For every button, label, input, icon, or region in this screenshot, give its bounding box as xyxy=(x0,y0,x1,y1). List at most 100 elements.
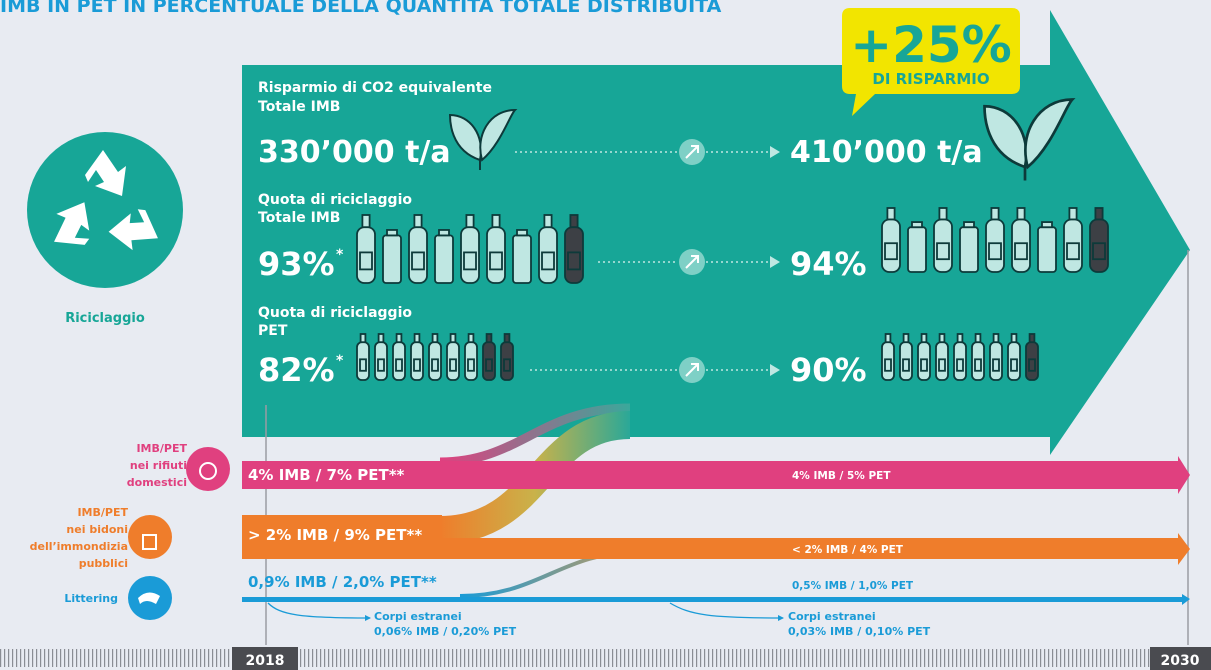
bottle-neck xyxy=(451,334,456,342)
bin-icon xyxy=(128,515,172,559)
bottle-neck xyxy=(469,334,474,342)
bottle-body xyxy=(429,342,441,380)
stream-from: 0,9% IMB / 2,0% PET** xyxy=(248,573,437,591)
bottle-body xyxy=(900,342,912,380)
bottle-neck xyxy=(505,334,510,342)
container-icon xyxy=(383,230,401,283)
stream-to: 4% IMB / 5% PET xyxy=(792,470,891,482)
container-icon xyxy=(513,230,531,283)
badge-label: DI RISPARMIO xyxy=(872,70,989,88)
stream-label: Littering xyxy=(64,592,118,605)
bottle-neck xyxy=(362,215,369,227)
bottle-body xyxy=(465,342,477,380)
metric-note: * xyxy=(336,247,344,263)
metric-label: Quota di riciclaggio xyxy=(258,305,412,321)
bottle-neck xyxy=(994,334,999,342)
bottle-body xyxy=(954,342,966,380)
bottle-neck xyxy=(415,334,420,342)
metric-from: 93% xyxy=(258,245,335,283)
bottle-neck xyxy=(1030,334,1035,342)
can-top xyxy=(912,222,922,227)
stream-label: dell’immondizia xyxy=(30,540,128,553)
bottle-neck xyxy=(433,334,438,342)
bottle-neck xyxy=(887,208,894,220)
bottle-neck xyxy=(939,208,946,220)
stream-label: domestici xyxy=(127,476,187,489)
metric-to: 94% xyxy=(790,245,867,283)
bottle-body xyxy=(882,342,894,380)
bottle-body xyxy=(357,342,369,380)
can-top xyxy=(964,222,974,227)
container-icon xyxy=(435,230,453,283)
household-icon xyxy=(186,447,230,491)
bottle-body xyxy=(918,342,930,380)
bottle-neck xyxy=(958,334,963,342)
bottle-body xyxy=(447,342,459,380)
container-icon xyxy=(960,222,978,272)
bottle-body xyxy=(501,342,513,380)
bottle-neck xyxy=(904,334,909,342)
bottle-neck xyxy=(991,208,998,220)
foreign-value: 0,06% IMB / 0,20% PET xyxy=(374,625,517,638)
title: IMB IN PET IN PERCENTUALE DELLA QUANTITÀ… xyxy=(0,0,722,17)
stream-label: IMB/PET xyxy=(77,506,128,519)
metric-to: 410’000 t/a xyxy=(790,135,983,170)
bottle-body xyxy=(483,342,495,380)
can xyxy=(513,235,531,283)
stream-label: nei rifiuti xyxy=(130,459,187,472)
metric-label: PET xyxy=(258,323,288,339)
metric-note: * xyxy=(336,353,344,369)
badge-value: +25% xyxy=(850,16,1012,74)
stream-label: pubblici xyxy=(79,557,128,570)
timeline-ticks xyxy=(0,649,1211,667)
bottle-neck xyxy=(886,334,891,342)
recycling-label: Riciclaggio xyxy=(65,311,145,326)
metric-from: 330’000 t/a xyxy=(258,135,451,170)
bottle-neck xyxy=(1017,208,1024,220)
bottle-neck xyxy=(922,334,927,342)
bottle-neck xyxy=(1012,334,1017,342)
bottle-neck xyxy=(940,334,945,342)
can-top xyxy=(439,230,449,235)
foreign-title: Corpi estranei xyxy=(788,610,876,623)
metric-label: Risparmio di CO2 equivalente xyxy=(258,80,492,96)
year-label: 2030 xyxy=(1161,653,1200,669)
can xyxy=(383,235,401,283)
bottle-neck xyxy=(361,334,366,342)
can xyxy=(960,227,978,272)
bottle-neck xyxy=(492,215,499,227)
year-label: 2018 xyxy=(246,653,285,669)
can xyxy=(1038,227,1056,272)
stream-from: > 2% IMB / 9% PET** xyxy=(248,526,422,544)
metric-label: Totale IMB xyxy=(258,99,340,115)
can xyxy=(908,227,926,272)
can-top xyxy=(517,230,527,235)
stream-to: < 2% IMB / 4% PET xyxy=(792,544,904,556)
bottle-body xyxy=(1008,342,1020,380)
bottle-neck xyxy=(1095,208,1102,220)
bottle-body xyxy=(936,342,948,380)
bottle-neck xyxy=(1069,208,1076,220)
bottle-neck xyxy=(414,215,421,227)
bottle-body xyxy=(375,342,387,380)
stream-from: 4% IMB / 7% PET** xyxy=(248,466,405,484)
can-top xyxy=(1042,222,1052,227)
bottle-neck xyxy=(487,334,492,342)
bottle-body xyxy=(972,342,984,380)
can xyxy=(435,235,453,283)
container-icon xyxy=(1038,222,1056,272)
bottle-body xyxy=(411,342,423,380)
metric-label: Quota di riciclaggio xyxy=(258,192,412,208)
bottle-neck xyxy=(976,334,981,342)
bottle-body xyxy=(990,342,1002,380)
bottle-neck xyxy=(570,215,577,227)
stream-label: IMB/PET xyxy=(136,442,187,455)
bottle-body xyxy=(1026,342,1038,380)
metric-to: 90% xyxy=(790,351,867,389)
foreign-title: Corpi estranei xyxy=(374,610,462,623)
can-top xyxy=(387,230,397,235)
bottle-neck xyxy=(466,215,473,227)
bottle-neck xyxy=(379,334,384,342)
foreign-value: 0,03% IMB / 0,10% PET xyxy=(788,625,931,638)
stream-to: 0,5% IMB / 1,0% PET xyxy=(792,580,914,592)
